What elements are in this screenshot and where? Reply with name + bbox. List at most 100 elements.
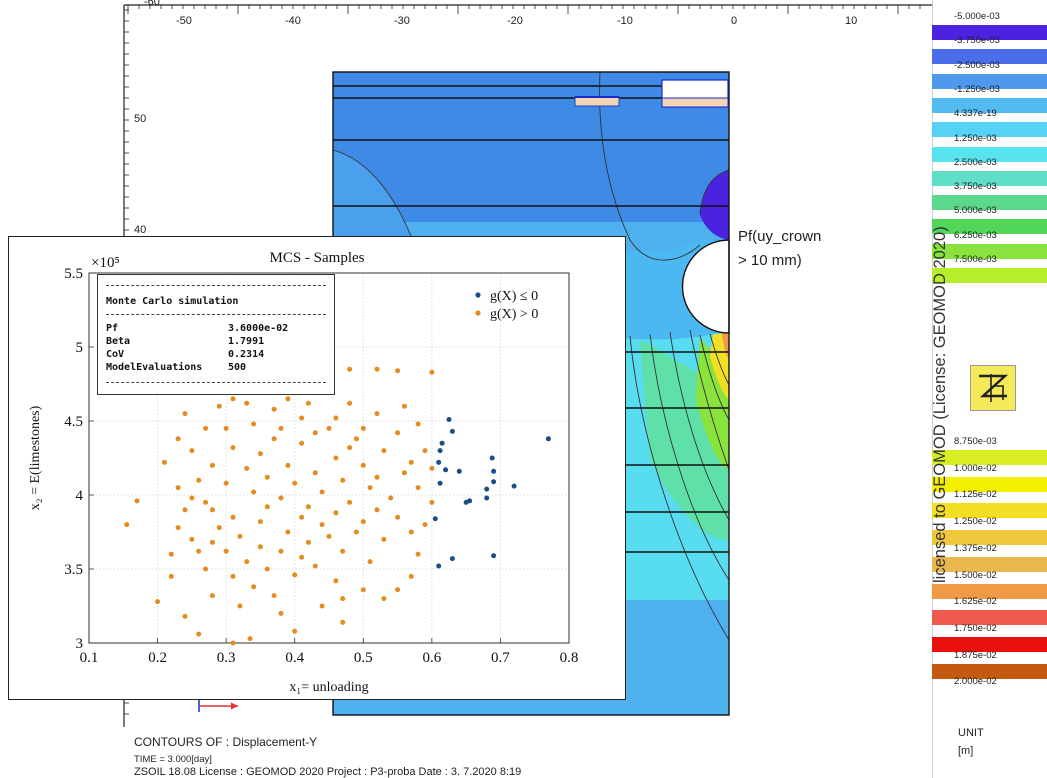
legend-label: 1.875e-02 [954, 649, 997, 661]
building-foundation-left [574, 96, 620, 107]
safe-sample-point [257, 544, 263, 550]
legend-color-swatch [932, 122, 1047, 138]
failure-sample-point [437, 448, 443, 454]
safe-sample-point [175, 485, 181, 491]
legend-marker-safe [475, 310, 481, 316]
safe-sample-point [422, 448, 428, 454]
safe-sample-point [182, 411, 188, 417]
safe-sample-point [408, 459, 414, 465]
legend-color-swatch [932, 268, 1047, 283]
safe-sample-point [257, 451, 263, 457]
x-tick-label: 0.3 [217, 650, 236, 666]
safe-sample-point [415, 485, 421, 491]
failure-sample-point [491, 468, 497, 474]
y-tick-label: 4.5 [64, 414, 83, 430]
safe-sample-point [347, 445, 353, 451]
safe-sample-point [285, 396, 291, 402]
safe-sample-point [395, 430, 401, 436]
mcs-title: MCS - Samples [269, 250, 364, 266]
safe-sample-point [388, 495, 394, 501]
mcs-tick-labels: 0.1 0.2 0.3 0.4 0.5 0.6 0.7 0.8 3 3.5 4 4.5 5 5.5 [64, 266, 578, 666]
safe-sample-point [209, 593, 215, 599]
legend-label: 7.500e-03 [954, 254, 997, 265]
left-tick-50: 50 [134, 113, 147, 125]
safe-sample-point [312, 430, 318, 436]
legend-label: 1.250e-03 [954, 132, 997, 144]
building-foundation-right [661, 79, 729, 108]
mcs-points [124, 351, 551, 646]
legend-color-swatch [932, 476, 1047, 492]
x-tick-label: 0.7 [491, 650, 510, 666]
unit-value: [m] [958, 745, 974, 757]
safe-sample-point [196, 548, 202, 554]
mcs-x-label: x₁= unloading [289, 680, 368, 695]
safe-sample-point [408, 529, 414, 535]
safe-sample-point [216, 525, 222, 531]
safe-sample-point [326, 425, 332, 431]
safe-sample-point [333, 510, 339, 516]
legend-label: 1.250e-02 [954, 516, 997, 528]
license-vertical-text: licensed to GEOMOD (License: GEOMOD 2020… [931, 226, 949, 583]
legend-color-swatch [932, 25, 1047, 40]
annotation-line-2: > 10 mm) [738, 252, 802, 269]
legend-label: 1.625e-02 [954, 596, 997, 608]
y-tick-label: 5 [76, 340, 84, 356]
safe-sample-point [292, 480, 298, 486]
safe-sample-point [381, 596, 387, 602]
legend-color-swatch [932, 503, 1047, 519]
safe-sample-point [340, 548, 346, 554]
legend-color-swatch [932, 170, 1047, 186]
legend-color-swatch [932, 556, 1047, 572]
safe-sample-point [299, 440, 305, 446]
info-dash-bottom [106, 382, 326, 383]
info-beta-value: 1.7991 [228, 336, 265, 347]
annotation-line-1: Pf(uy_crown [738, 228, 822, 245]
contours-label: CONTOURS OF : Displacement-Y [134, 735, 318, 749]
failure-sample-point [439, 440, 445, 446]
y-tick-label: 4 [76, 488, 84, 504]
safe-sample-point [189, 536, 195, 542]
safe-sample-point [264, 504, 270, 510]
x-tick-label: 0.1 [80, 650, 99, 666]
safe-sample-point [203, 425, 209, 431]
mcs-axes-frame [88, 272, 570, 644]
top-tick-m20: -20 [507, 15, 523, 27]
info-evals-value: 500 [228, 362, 247, 373]
safe-sample-point [223, 480, 229, 486]
heave-zone-orange [722, 333, 729, 360]
safe-sample-point [237, 533, 243, 539]
info-beta-key: Beta [106, 336, 131, 347]
safe-sample-point [360, 425, 366, 431]
info-dash-top [106, 285, 326, 286]
info-pf-value: 3.6000e-02 [228, 323, 289, 334]
safe-sample-point [340, 619, 346, 625]
legend-label: 8.750e-03 [954, 436, 997, 447]
safe-sample-point [360, 519, 366, 525]
failure-sample-point [436, 459, 442, 465]
safe-sample-point [415, 551, 421, 557]
safe-sample-point [319, 603, 325, 609]
safe-sample-point [367, 559, 373, 565]
mcs-legend: g(X) ≤ 0 g(X) > 0 [475, 289, 538, 322]
safe-sample-point [299, 514, 305, 520]
safe-sample-point [175, 436, 181, 442]
legend-label: 5.000e-03 [954, 205, 997, 217]
safe-sample-point [216, 403, 222, 409]
safe-sample-point [278, 425, 284, 431]
mcs-ticks [88, 272, 570, 644]
safe-sample-point [374, 507, 380, 513]
safe-sample-point [209, 462, 215, 468]
safe-sample-point [134, 498, 140, 504]
x-tick-label: 0.5 [354, 650, 373, 666]
safe-sample-point [271, 436, 277, 442]
safe-sample-point [374, 366, 380, 372]
safe-sample-point [278, 548, 284, 554]
legend-color-swatch [932, 146, 1047, 162]
legend-label: -3.750e-03 [954, 35, 1000, 47]
top-tick-m10: -10 [617, 15, 633, 27]
y-tick-label: 5.5 [64, 266, 83, 282]
safe-sample-point [203, 499, 209, 505]
safe-sample-point [429, 499, 435, 505]
top-axis-minor-ticks [127, 5, 921, 14]
safe-sample-point [182, 613, 188, 619]
